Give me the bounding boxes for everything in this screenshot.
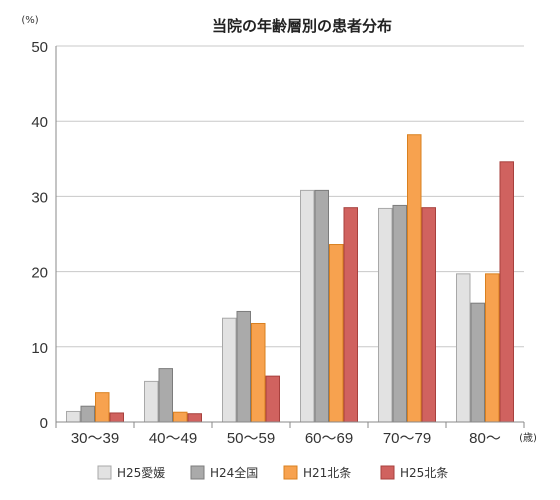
bar-3-3: [251, 322, 266, 423]
legend-swatch: [190, 465, 205, 480]
bar-2-3: [236, 310, 251, 423]
x-category-label: 50〜59: [227, 430, 275, 447]
bar-3-1: [95, 392, 110, 423]
bar-3-5: [407, 134, 422, 423]
y-tick-label: 30: [31, 189, 48, 206]
bar-3-6: [485, 273, 500, 423]
bar-4-1: [109, 412, 124, 423]
bar-4-5: [421, 207, 436, 423]
axes: [55, 46, 525, 428]
legend-swatch: [283, 465, 298, 480]
y-axis-unit: (%): [21, 15, 38, 26]
legend-swatch: [97, 465, 112, 480]
bar-1-5: [378, 207, 393, 423]
chart-title: 当院の年齢層別の患者分布: [212, 17, 392, 35]
bar-1-1: [66, 410, 81, 423]
y-tick-label: 20: [31, 265, 48, 282]
bar-2-4: [314, 189, 329, 423]
bar-1-4: [300, 189, 315, 423]
legend: H25愛媛 H24全国 H21北条 H25北条: [97, 465, 448, 480]
bar-1-6: [456, 273, 471, 423]
y-tick-label: 0: [40, 415, 48, 432]
bar-4-2: [187, 413, 202, 423]
x-category-label: 70〜79: [383, 430, 431, 447]
x-category-label: 80〜: [469, 430, 501, 447]
y-tick-label: 50: [31, 39, 48, 56]
bar-2-2: [158, 368, 173, 423]
bar-4-3: [265, 375, 280, 423]
x-axis-labels: 30〜39 40〜49 50〜59 60〜69 70〜79 80〜: [71, 430, 501, 447]
gridlines: [56, 45, 524, 348]
bar-2-1: [80, 405, 95, 423]
legend-swatch: [380, 465, 395, 480]
bar-1-3: [222, 317, 237, 423]
x-category-label: 40〜49: [149, 430, 197, 447]
x-category-label: 60〜69: [305, 430, 353, 447]
bar-1-2: [144, 380, 159, 423]
bars: [66, 134, 514, 423]
y-tick-label: 10: [31, 340, 48, 357]
bar-4-4: [343, 207, 358, 423]
y-axis-ticks: 0 10 20 30 40 50: [31, 39, 48, 432]
x-category-label: 30〜39: [71, 430, 119, 447]
legend-label: H21北条: [303, 466, 351, 480]
bar-3-2: [173, 411, 188, 423]
legend-label: H25愛媛: [117, 466, 165, 480]
legend-label: H25北条: [400, 466, 448, 480]
bar-2-5: [392, 204, 407, 423]
bar-2-6: [470, 302, 485, 423]
x-axis-unit: (歳): [519, 432, 537, 444]
y-tick-label: 40: [31, 114, 48, 131]
bar-4-6: [499, 161, 514, 423]
bar-3-4: [329, 244, 344, 423]
legend-label: H24全国: [210, 465, 258, 480]
